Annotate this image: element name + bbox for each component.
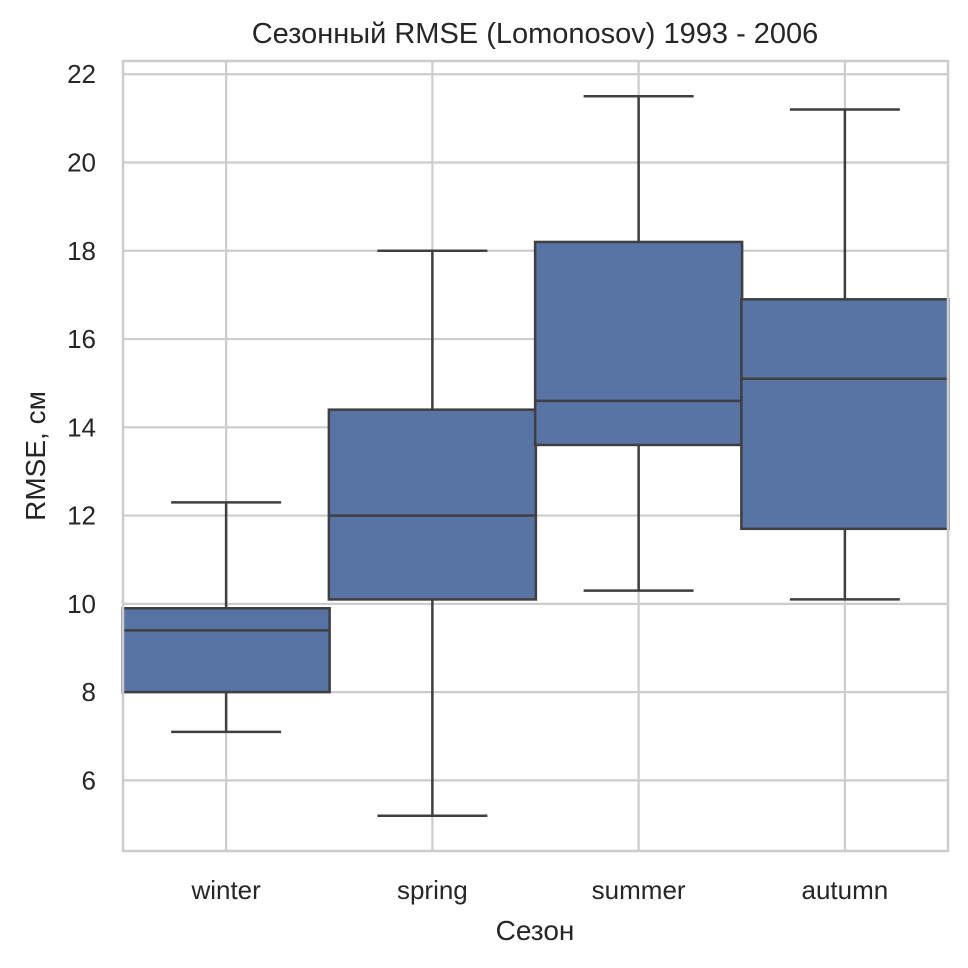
plot-frame <box>121 59 950 853</box>
y-tick-label: 6 <box>82 765 96 795</box>
y-tick-label: 12 <box>67 501 96 531</box>
box-spring <box>327 249 538 817</box>
y-tick-label: 10 <box>67 589 96 619</box>
y-tick-label: 8 <box>82 677 96 707</box>
box-autumn <box>740 108 950 601</box>
y-tick-label: 22 <box>67 59 96 89</box>
iqr-box <box>533 240 744 447</box>
chart-title: Сезонный RMSE (Lomonosov) 1993 - 2006 <box>252 18 819 50</box>
iqr-box <box>121 607 331 694</box>
iqr-box <box>327 408 538 601</box>
y-tick-label: 16 <box>67 324 96 354</box>
x-tick-label-summer: summer <box>592 875 686 905</box>
box-winter <box>121 501 331 734</box>
y-tick-label: 14 <box>67 412 96 442</box>
y-axis-label: RMSE, см <box>20 391 51 521</box>
x-tick-label-spring: spring <box>397 875 468 905</box>
y-tick-labels: 6 8 10 12 14 16 18 20 22 <box>67 59 96 795</box>
y-tick-label: 18 <box>67 236 96 266</box>
x-tick-label-autumn: autumn <box>802 875 889 905</box>
x-axis-label: Сезон <box>496 915 575 946</box>
box-series <box>121 95 950 817</box>
x-tick-labels: winter spring summer autumn <box>190 875 888 905</box>
iqr-box <box>740 298 950 531</box>
x-tick-label-winter: winter <box>190 875 261 905</box>
y-tick-label: 20 <box>67 148 96 178</box>
